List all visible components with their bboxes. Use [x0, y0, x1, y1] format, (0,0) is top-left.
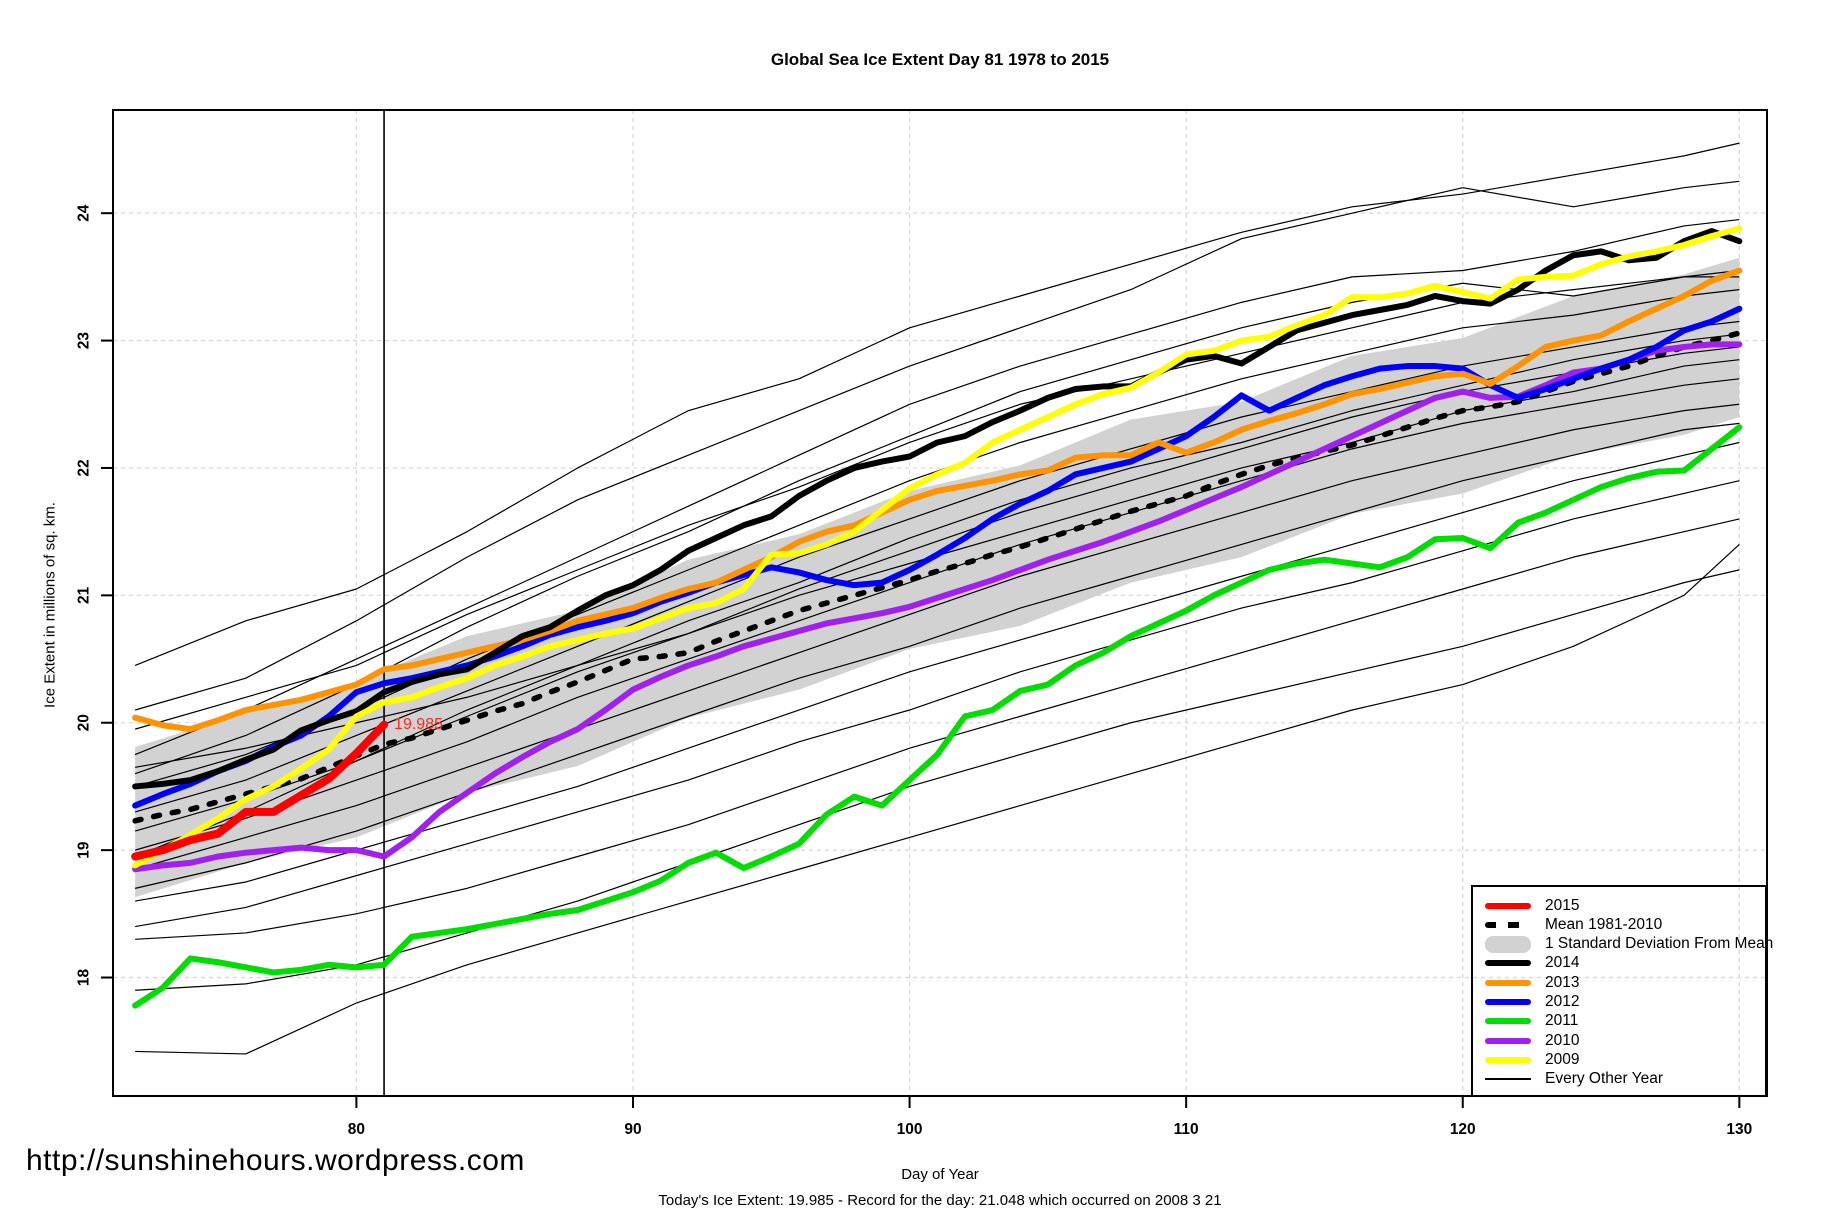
- legend-item-2012: 2012: [1485, 993, 1755, 1012]
- x-tick-label-80: 80: [348, 1121, 365, 1138]
- legend-item-mean-1981-2010: Mean 1981-2010: [1485, 915, 1755, 934]
- legend-label: 2011: [1545, 1012, 1579, 1030]
- series-2015: [131, 720, 389, 861]
- legend-label: 2014: [1545, 954, 1580, 972]
- every-other-year-line-0: [134, 142, 1740, 666]
- series-mean-1981-2010: [132, 330, 1743, 824]
- legend-item-2014: 2014: [1485, 954, 1755, 973]
- every-other-year-line-15: [135, 543, 1740, 1055]
- legend-item-2010: 2010: [1485, 1031, 1755, 1050]
- current-value-annotation: 19.985: [394, 715, 443, 733]
- legend-label: 2009: [1545, 1051, 1580, 1069]
- legend-label: 2015: [1545, 896, 1580, 914]
- legend-swatch-icon: [1485, 1078, 1531, 1081]
- plot-border: [112, 109, 1768, 1097]
- every-other-year-line-12: [135, 480, 1740, 928]
- footer-note: Today's Ice Extent: 19.985 - Record for …: [658, 1192, 1222, 1209]
- every-other-year-line-4: [134, 276, 1740, 730]
- legend-swatch-icon: [1485, 999, 1531, 1006]
- y-axis-title: Ice Extent in millions of sq. km.: [41, 502, 59, 708]
- legend-swatch-icon: [1485, 902, 1531, 909]
- every-other-year-line-13: [135, 518, 1740, 940]
- legend-label: Mean 1981-2010: [1545, 915, 1663, 933]
- legend-swatch-icon: [1485, 935, 1531, 953]
- x-tick-label-90: 90: [624, 1121, 641, 1138]
- every-other-year-line-6: [134, 320, 1740, 813]
- legend-item-2011: 2011: [1485, 1012, 1755, 1031]
- legend-label: 2010: [1545, 1031, 1580, 1049]
- series-2010: [132, 341, 1743, 873]
- y-tick-label-22: 22: [76, 459, 93, 476]
- every-other-year-line-10: [134, 422, 1740, 889]
- every-other-year-line-2: [134, 218, 1740, 756]
- legend-item-1-standard-deviation-from-mean: 1 Standard Deviation From Mean: [1485, 935, 1773, 954]
- legend-label: 2012: [1545, 993, 1580, 1011]
- legend-label: 2013: [1545, 973, 1580, 991]
- y-tick-label-21: 21: [76, 586, 93, 604]
- every-other-year-line-14: [135, 569, 1740, 991]
- series-2013: [132, 267, 1743, 733]
- series-2011: [132, 424, 1743, 1009]
- legend-item-2013: 2013: [1485, 973, 1755, 992]
- y-tick-label-24: 24: [76, 204, 93, 222]
- legend-swatch-icon: [1485, 921, 1531, 928]
- legend-item-2009: 2009: [1485, 1051, 1755, 1070]
- legend-item-every-other-year: Every Other Year: [1485, 1070, 1755, 1089]
- std-dev-band: [135, 257, 1740, 898]
- x-tick-label-120: 120: [1450, 1121, 1476, 1138]
- x-axis-title: Day of Year: [901, 1166, 979, 1183]
- legend-item-2015: 2015: [1485, 896, 1755, 915]
- chart-title: Global Sea Ice Extent Day 81 1978 to 201…: [770, 50, 1110, 69]
- legend-swatch-icon: [1485, 1057, 1531, 1064]
- legend-label: Every Other Year: [1545, 1070, 1664, 1088]
- series-2009: [132, 225, 1743, 869]
- y-tick-label-20: 20: [76, 714, 93, 731]
- legend-swatch-icon: [1485, 979, 1531, 986]
- legend: 2015 Mean 1981-2010 1 Standard Deviation F…: [1471, 885, 1773, 1097]
- y-tick-label-19: 19: [76, 841, 93, 859]
- y-tick-label-18: 18: [76, 969, 93, 987]
- source-url: http://sunshinehours.wordpress.com: [26, 1144, 525, 1177]
- x-tick-label-100: 100: [897, 1121, 923, 1138]
- y-tick-label-23: 23: [76, 332, 93, 350]
- every-other-year-line-9: [134, 403, 1740, 870]
- x-tick-label-130: 130: [1726, 1121, 1752, 1138]
- every-other-year-line-1: [134, 180, 1740, 711]
- legend-swatch-icon: [1485, 1037, 1531, 1044]
- legend-swatch-icon: [1485, 960, 1531, 967]
- legend-label: 1 Standard Deviation From Mean: [1545, 935, 1774, 953]
- legend-swatch-icon: [1485, 1018, 1531, 1025]
- series-2014: [132, 228, 1743, 790]
- x-tick-label-110: 110: [1174, 1121, 1199, 1138]
